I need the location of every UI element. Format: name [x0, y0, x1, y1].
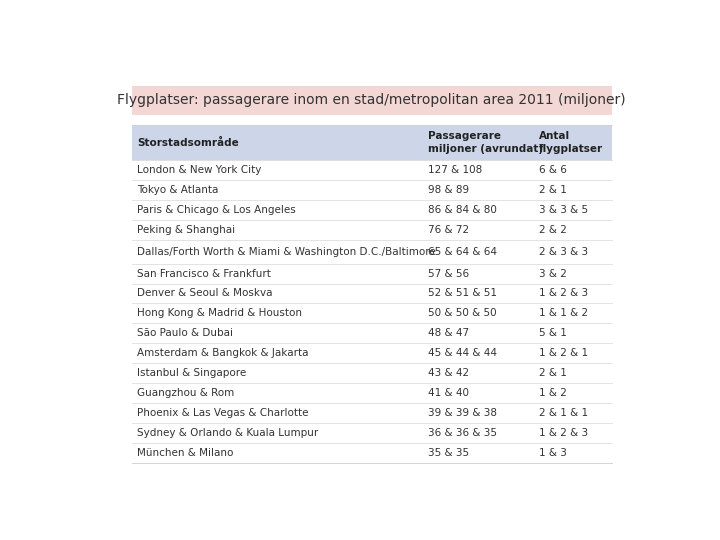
Text: Peking & Shanghai: Peking & Shanghai [138, 225, 235, 235]
Text: 3 & 2: 3 & 2 [539, 268, 567, 279]
FancyBboxPatch shape [132, 220, 612, 240]
Text: München & Milano: München & Milano [138, 448, 234, 458]
FancyBboxPatch shape [132, 284, 612, 303]
Text: 2 & 1: 2 & 1 [539, 185, 567, 195]
Text: 2 & 1: 2 & 1 [539, 368, 567, 379]
FancyBboxPatch shape [132, 264, 612, 284]
Text: 45 & 44 & 44: 45 & 44 & 44 [428, 348, 497, 359]
FancyBboxPatch shape [132, 383, 612, 403]
Text: Guangzhou & Rom: Guangzhou & Rom [138, 388, 235, 399]
Text: Flygplatser: passagerare inom en stad/metropolitan area 2011 (miljoner): Flygplatser: passagerare inom en stad/me… [117, 93, 626, 107]
Text: Sydney & Orlando & Kuala Lumpur: Sydney & Orlando & Kuala Lumpur [138, 428, 319, 438]
Text: 1 & 2 & 3: 1 & 2 & 3 [539, 428, 588, 438]
Text: São Paulo & Dubai: São Paulo & Dubai [138, 328, 233, 339]
Text: 43 & 42: 43 & 42 [428, 368, 469, 379]
Text: Storstadsområde: Storstadsområde [138, 138, 239, 148]
Text: 127 & 108: 127 & 108 [428, 165, 482, 176]
Text: 1 & 3: 1 & 3 [539, 448, 567, 458]
Text: Paris & Chicago & Los Angeles: Paris & Chicago & Los Angeles [138, 205, 296, 215]
Text: London & New York City: London & New York City [138, 165, 262, 176]
Text: Istanbul & Singapore: Istanbul & Singapore [138, 368, 247, 379]
Text: 76 & 72: 76 & 72 [428, 225, 469, 235]
Text: 50 & 50 & 50: 50 & 50 & 50 [428, 308, 496, 319]
Text: 35 & 35: 35 & 35 [428, 448, 469, 458]
Text: 3 & 3 & 5: 3 & 3 & 5 [539, 205, 588, 215]
Text: 5 & 1: 5 & 1 [539, 328, 567, 339]
Text: 98 & 89: 98 & 89 [428, 185, 469, 195]
Text: 52 & 51 & 51: 52 & 51 & 51 [428, 288, 497, 299]
FancyBboxPatch shape [132, 180, 612, 200]
Text: Amsterdam & Bangkok & Jakarta: Amsterdam & Bangkok & Jakarta [138, 348, 309, 359]
Text: 1 & 1 & 2: 1 & 1 & 2 [539, 308, 588, 319]
Text: 1 & 2 & 3: 1 & 2 & 3 [539, 288, 588, 299]
Text: 1 & 2: 1 & 2 [539, 388, 567, 399]
FancyBboxPatch shape [132, 125, 612, 160]
Text: Passagerare
miljoner (avrundat): Passagerare miljoner (avrundat) [428, 131, 543, 154]
FancyBboxPatch shape [132, 85, 612, 114]
Text: Phoenix & Las Vegas & Charlotte: Phoenix & Las Vegas & Charlotte [138, 408, 309, 418]
Text: 41 & 40: 41 & 40 [428, 388, 469, 399]
Text: 6 & 6: 6 & 6 [539, 165, 567, 176]
FancyBboxPatch shape [132, 160, 612, 180]
Text: 39 & 39 & 38: 39 & 39 & 38 [428, 408, 497, 418]
Text: Hong Kong & Madrid & Houston: Hong Kong & Madrid & Houston [138, 308, 302, 319]
FancyBboxPatch shape [132, 443, 612, 463]
FancyBboxPatch shape [132, 240, 612, 264]
Text: 36 & 36 & 35: 36 & 36 & 35 [428, 428, 497, 438]
FancyBboxPatch shape [132, 343, 612, 363]
Text: 86 & 84 & 80: 86 & 84 & 80 [428, 205, 497, 215]
Text: Dallas/Forth Worth & Miami & Washington D.C./Baltimore: Dallas/Forth Worth & Miami & Washington … [138, 247, 436, 257]
FancyBboxPatch shape [132, 303, 612, 323]
FancyBboxPatch shape [132, 200, 612, 220]
Text: 65 & 64 & 64: 65 & 64 & 64 [428, 247, 497, 257]
Text: 1 & 2 & 1: 1 & 2 & 1 [539, 348, 588, 359]
Text: 57 & 56: 57 & 56 [428, 268, 469, 279]
FancyBboxPatch shape [132, 403, 612, 423]
FancyBboxPatch shape [132, 323, 612, 343]
FancyBboxPatch shape [132, 363, 612, 383]
Text: 2 & 1 & 1: 2 & 1 & 1 [539, 408, 588, 418]
Text: San Francisco & Frankfurt: San Francisco & Frankfurt [138, 268, 271, 279]
FancyBboxPatch shape [132, 423, 612, 443]
Text: Denver & Seoul & Moskva: Denver & Seoul & Moskva [138, 288, 273, 299]
Text: 2 & 2: 2 & 2 [539, 225, 567, 235]
Text: 48 & 47: 48 & 47 [428, 328, 469, 339]
Text: Tokyo & Atlanta: Tokyo & Atlanta [138, 185, 219, 195]
Text: 2 & 3 & 3: 2 & 3 & 3 [539, 247, 588, 257]
Text: Antal
flygplatser: Antal flygplatser [539, 131, 603, 154]
